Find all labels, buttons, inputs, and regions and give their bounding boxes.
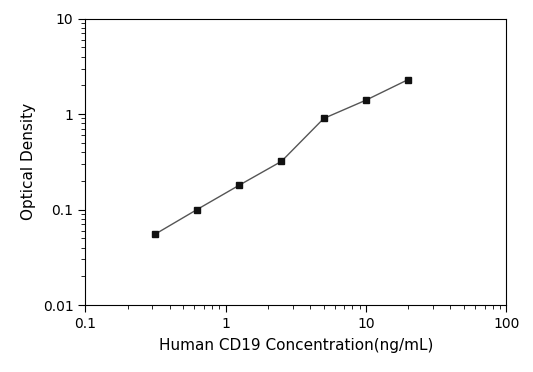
X-axis label: Human CD19 Concentration(ng/mL): Human CD19 Concentration(ng/mL) — [159, 338, 433, 353]
Y-axis label: Optical Density: Optical Density — [21, 103, 36, 220]
